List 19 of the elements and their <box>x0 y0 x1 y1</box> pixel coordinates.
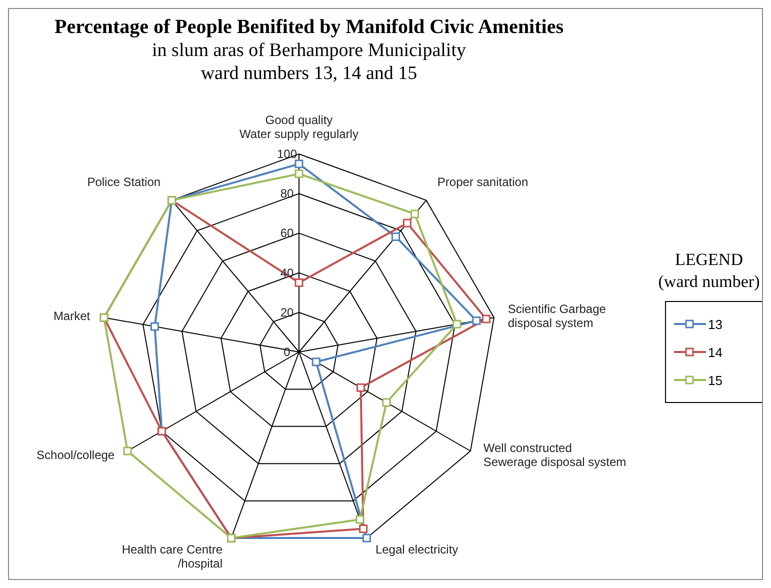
chart-title: Percentage of People Benifited by Manifold Civic Amenities <box>54 15 564 39</box>
legend-label: 13 <box>708 316 722 332</box>
legend-label: 15 <box>708 372 722 388</box>
y-tick-label: 20 <box>280 305 294 320</box>
spoke-label: Market <box>53 309 91 324</box>
legend-title: LEGEND (ward number) <box>657 249 761 293</box>
spoke-label: Proper sanitation <box>437 175 528 190</box>
spoke-label: Health care Centre /hospital <box>122 542 223 571</box>
legend-label: 14 <box>708 344 722 360</box>
spoke-label: School/college <box>36 448 115 462</box>
chart-subtitle: in slum aras of Berhampore Municipality ward numbers 13, 14 and 15 <box>151 39 467 85</box>
y-tick-label: 80 <box>280 186 294 201</box>
y-tick-label: 100 <box>276 147 298 161</box>
y-tick-label: 60 <box>280 226 294 240</box>
spoke-label: Scientific Garbage disposal system <box>508 302 606 330</box>
spoke-label: Police Station <box>87 175 161 190</box>
spoke-label: Well constructed Sewerage disposal system <box>483 441 626 469</box>
spoke-label: Legal electricity <box>375 542 458 557</box>
spoke-label: Good quality Water supply regularly <box>240 113 358 141</box>
